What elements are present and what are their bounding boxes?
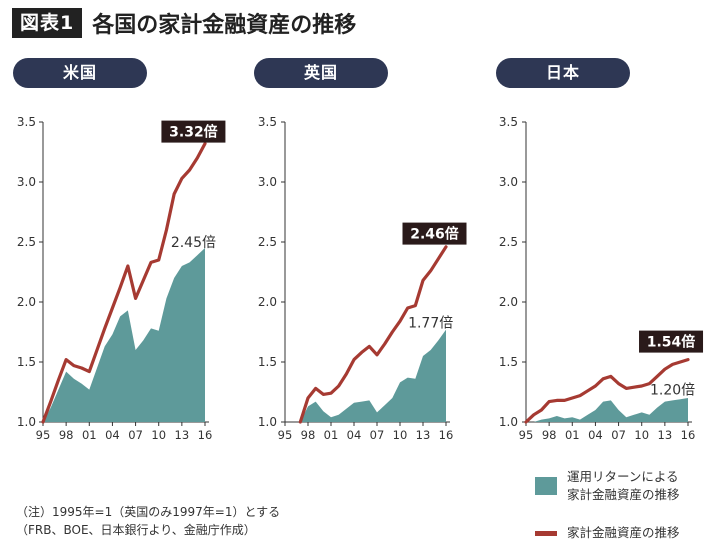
- y-tick-label-uk: 2.0: [258, 295, 277, 309]
- x-tick-label-japan: 95: [519, 428, 534, 442]
- y-tick-label-us: 2.5: [17, 235, 36, 249]
- area-series-uk: [300, 329, 446, 422]
- value-label-box-us: [161, 120, 226, 143]
- y-tick-label-us: 1.5: [17, 355, 36, 369]
- figure-title: 各国の家計金融資産の推移: [92, 13, 357, 38]
- area-series-us: [43, 248, 205, 422]
- value-label-box-japan: [639, 330, 704, 353]
- x-tick-label-us: 10: [151, 428, 166, 442]
- panel-title-us: 米国: [13, 58, 147, 88]
- figure-number-badge: 図表1: [12, 8, 83, 38]
- footnote-line-2: （FRB、BOE、日本銀行より、金融庁作成）: [16, 523, 256, 537]
- value-label-box-uk: [402, 222, 467, 245]
- y-tick-label-japan: 2.5: [499, 235, 518, 249]
- value-label-return-japan: 1.20倍: [650, 383, 695, 399]
- x-tick-label-us: 16: [198, 428, 213, 442]
- y-tick-label-us: 3.0: [17, 175, 36, 189]
- legend-label-area: 運用リターンによる 家計金融資産の推移: [567, 468, 680, 504]
- legend-swatch-line: [535, 530, 557, 536]
- x-tick-label-japan: 04: [588, 428, 603, 442]
- x-tick-label-us: 95: [36, 428, 51, 442]
- area-series-japan: [526, 398, 688, 422]
- legend-swatch-area: [535, 477, 557, 495]
- value-label-total-uk: 2.46倍: [410, 226, 459, 243]
- y-tick-label-uk: 2.5: [258, 235, 277, 249]
- y-tick-label-uk: 1.0: [258, 415, 277, 429]
- value-label-total-us: 3.32倍: [169, 124, 218, 141]
- y-tick-label-us: 3.5: [17, 115, 36, 129]
- figure-header: 図表1 各国の家計金融資産の推移: [12, 8, 356, 38]
- legend-label-area-line1: 運用リターンによる: [567, 469, 679, 484]
- x-tick-label-uk: 10: [393, 428, 408, 442]
- y-tick-label-uk: 1.5: [258, 355, 277, 369]
- value-label-total-japan: 1.54倍: [647, 334, 696, 351]
- x-tick-label-uk: 95: [278, 428, 293, 442]
- footnote: （注）1995年=1（英国のみ1997年=1）とする （FRB、BOE、日本銀行…: [16, 503, 280, 539]
- value-label-return-us: 2.45倍: [171, 235, 216, 251]
- y-tick-label-japan: 1.0: [499, 415, 518, 429]
- x-tick-label-uk: 16: [439, 428, 454, 442]
- legend-label-line: 家計金融資産の推移: [567, 525, 680, 540]
- y-tick-label-uk: 3.5: [258, 115, 277, 129]
- x-tick-label-japan: 13: [658, 428, 673, 442]
- x-tick-label-uk: 13: [416, 428, 431, 442]
- x-tick-label-us: 13: [175, 428, 190, 442]
- x-tick-label-japan: 01: [565, 428, 580, 442]
- panel-title-japan: 日本: [496, 58, 630, 88]
- y-tick-label-japan: 2.0: [499, 295, 518, 309]
- panel-title-uk: 英国: [254, 58, 388, 88]
- y-tick-label-japan: 3.0: [499, 175, 518, 189]
- x-tick-label-japan: 10: [634, 428, 649, 442]
- y-tick-label-japan: 1.5: [499, 355, 518, 369]
- line-series-uk: [298, 245, 448, 424]
- line-series-us: [41, 142, 207, 424]
- x-tick-label-us: 04: [105, 428, 120, 442]
- y-tick-label-us: 2.0: [17, 295, 36, 309]
- y-tick-label-uk: 3.0: [258, 175, 277, 189]
- line-series-japan: [524, 358, 690, 424]
- x-tick-label-uk: 04: [347, 428, 362, 442]
- legend-item-area: 運用リターンによる 家計金融資産の推移: [535, 468, 680, 504]
- x-tick-label-us: 01: [82, 428, 97, 442]
- x-tick-label-uk: 98: [301, 428, 316, 442]
- x-tick-label-japan: 16: [681, 428, 696, 442]
- y-tick-label-japan: 3.5: [499, 115, 518, 129]
- y-tick-label-us: 1.0: [17, 415, 36, 429]
- x-tick-label-uk: 01: [324, 428, 339, 442]
- x-tick-label-us: 07: [128, 428, 143, 442]
- footnote-line-1: （注）1995年=1（英国のみ1997年=1）とする: [16, 505, 281, 519]
- x-tick-label-us: 98: [59, 428, 74, 442]
- x-tick-label-uk: 07: [370, 428, 385, 442]
- value-label-return-uk: 1.77倍: [408, 315, 453, 331]
- x-tick-label-japan: 98: [542, 428, 557, 442]
- legend-item-line: 家計金融資産の推移: [535, 524, 680, 542]
- x-tick-label-japan: 07: [611, 428, 626, 442]
- legend-label-area-line2: 家計金融資産の推移: [567, 487, 680, 502]
